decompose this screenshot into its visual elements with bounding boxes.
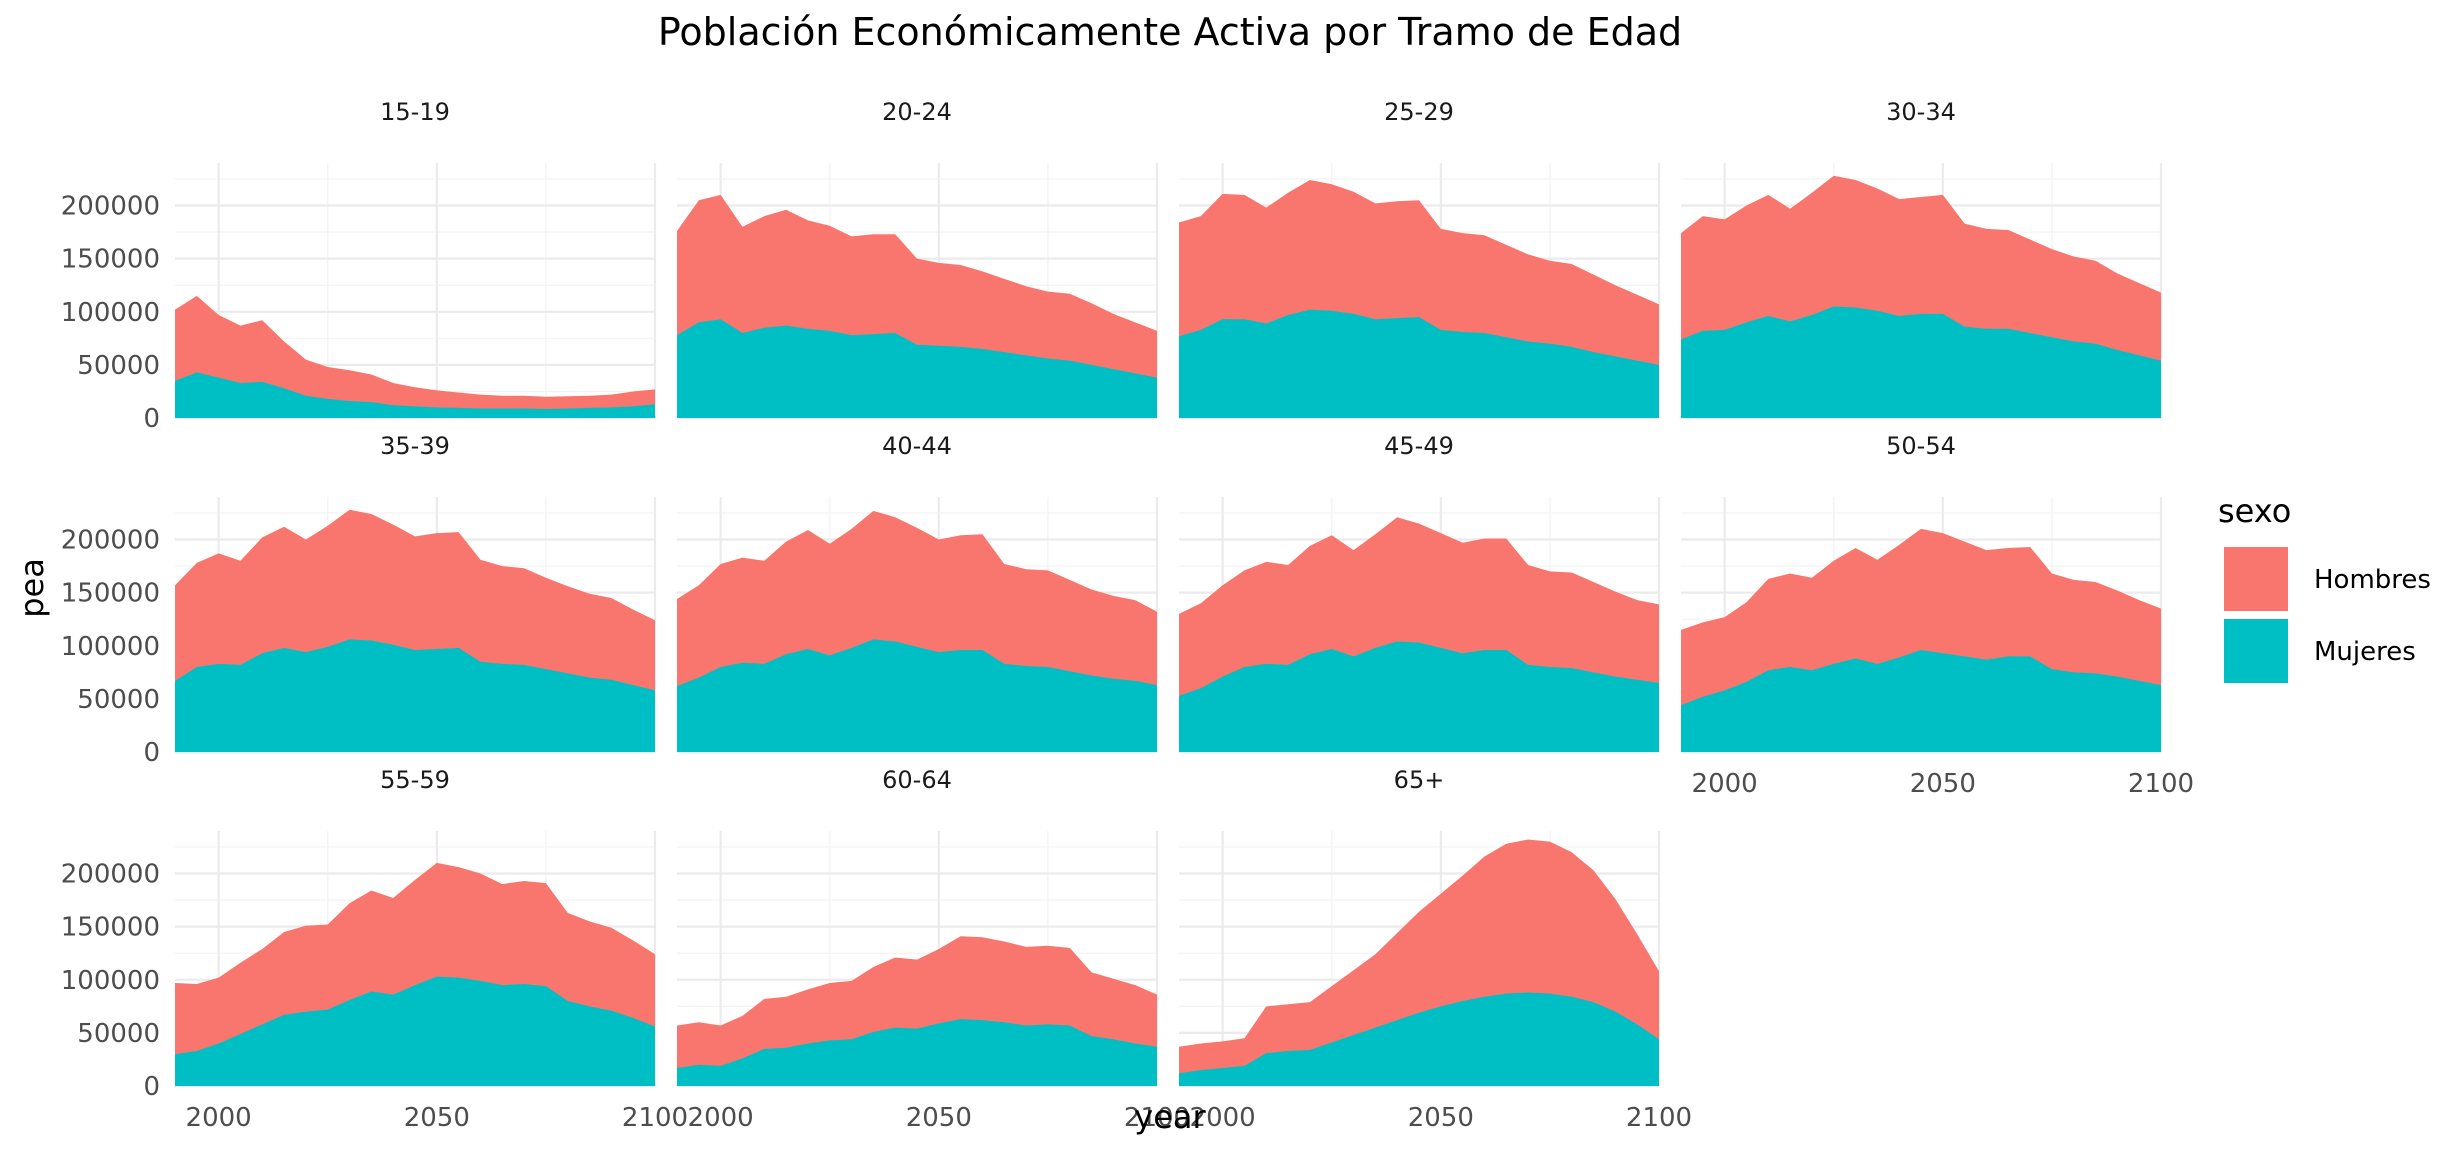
facet-panel-20-24: 20-24 xyxy=(677,98,1159,420)
y-tick-label: 0 xyxy=(143,738,160,768)
facet-panel-35-39: 35-39 0 50000 100000 150000 200000 xyxy=(61,432,657,768)
area-mujeres xyxy=(175,372,655,418)
y-tick-label: 150000 xyxy=(61,245,160,275)
y-tick-label: 0 xyxy=(143,1072,160,1102)
legend-key-mujeres xyxy=(2224,619,2288,683)
strip-label: 55-59 xyxy=(380,766,450,794)
area-mujeres xyxy=(175,639,655,752)
x-tick-label: 2000 xyxy=(186,1103,252,1133)
strip-label: 20-24 xyxy=(882,98,952,126)
x-tick-label: 2050 xyxy=(1910,769,1976,799)
strip-label: 35-39 xyxy=(380,432,450,460)
legend-label-hombres: Hombres xyxy=(2314,565,2431,595)
facet-panel-15-19: 15-19 0 50000 100000 150000 200000 xyxy=(61,98,657,434)
facet-panel-55-59: 55-59 0 50000 100000 150000 200000 2000 2050 210… xyxy=(61,766,688,1133)
x-tick-label: 2100 xyxy=(1124,1103,1190,1133)
y-tick-label: 200000 xyxy=(61,192,160,222)
strip-label: 60-64 xyxy=(882,766,952,794)
legend-key-hombres xyxy=(2224,547,2288,611)
facet-panel-40-44: 40-44 xyxy=(677,432,1159,754)
strip-label: 65+ xyxy=(1394,766,1445,794)
strip-label: 15-19 xyxy=(380,98,450,126)
strip-label: 50-54 xyxy=(1886,432,1956,460)
chart-title: Población Económicamente Activa por Tram… xyxy=(658,10,1682,54)
legend-title: sexo xyxy=(2218,492,2291,530)
facet-panel-30-34: 30-34 xyxy=(1681,98,2163,420)
facet-panel-60-64: 60-64 2000 2050 2100 xyxy=(677,766,1190,1133)
area-hombres xyxy=(175,295,655,418)
area-mujeres xyxy=(1179,309,1659,418)
x-tick-label: 2050 xyxy=(906,1103,972,1133)
y-tick-label: 200000 xyxy=(61,860,160,890)
strip-label: 40-44 xyxy=(882,432,952,460)
area-mujeres xyxy=(1179,992,1659,1086)
y-tick-label: 150000 xyxy=(61,913,160,943)
strip-label: 25-29 xyxy=(1384,98,1454,126)
x-tick-label: 2100 xyxy=(1626,1103,1692,1133)
area-mujeres xyxy=(1681,306,2161,418)
facet-panel-45-49: 45-49 xyxy=(1179,432,1661,754)
y-tick-label: 0 xyxy=(143,404,160,434)
facet-panel-25-29: 25-29 xyxy=(1179,98,1661,420)
area-mujeres xyxy=(677,639,1157,752)
y-tick-label: 50000 xyxy=(77,685,160,715)
y-tick-label: 100000 xyxy=(61,632,160,662)
y-axis-title: pea xyxy=(13,558,51,618)
y-tick-label: 200000 xyxy=(61,526,160,556)
area-mujeres xyxy=(1681,650,2161,752)
area-mujeres xyxy=(677,319,1157,418)
legend: sexo Hombres Mujeres xyxy=(2218,492,2431,683)
area-mujeres xyxy=(1179,641,1659,752)
y-tick-label: 100000 xyxy=(61,966,160,996)
y-tick-label: 100000 xyxy=(61,298,160,328)
y-tick-label: 50000 xyxy=(77,1019,160,1049)
x-tick-label: 2100 xyxy=(622,1103,688,1133)
x-tick-label: 2000 xyxy=(1692,769,1758,799)
x-tick-label: 2050 xyxy=(404,1103,470,1133)
y-tick-label: 50000 xyxy=(77,351,160,381)
x-tick-label: 2000 xyxy=(1190,1103,1256,1133)
x-tick-label: 2100 xyxy=(2128,769,2194,799)
area-mujeres xyxy=(677,1019,1157,1086)
strip-label: 30-34 xyxy=(1886,98,1956,126)
x-axis-title: year xyxy=(1134,1098,1206,1136)
strip-label: 45-49 xyxy=(1384,432,1454,460)
legend-label-mujeres: Mujeres xyxy=(2314,637,2416,667)
x-tick-label: 2000 xyxy=(688,1103,754,1133)
x-tick-label: 2050 xyxy=(1408,1103,1474,1133)
facet-panel-65+: 65+ 2000 2050 2100 xyxy=(1179,766,1692,1133)
y-tick-label: 150000 xyxy=(61,579,160,609)
facet-panel-50-54: 50-54 2000 2050 2100 xyxy=(1681,432,2194,799)
area-mujeres xyxy=(175,976,655,1086)
